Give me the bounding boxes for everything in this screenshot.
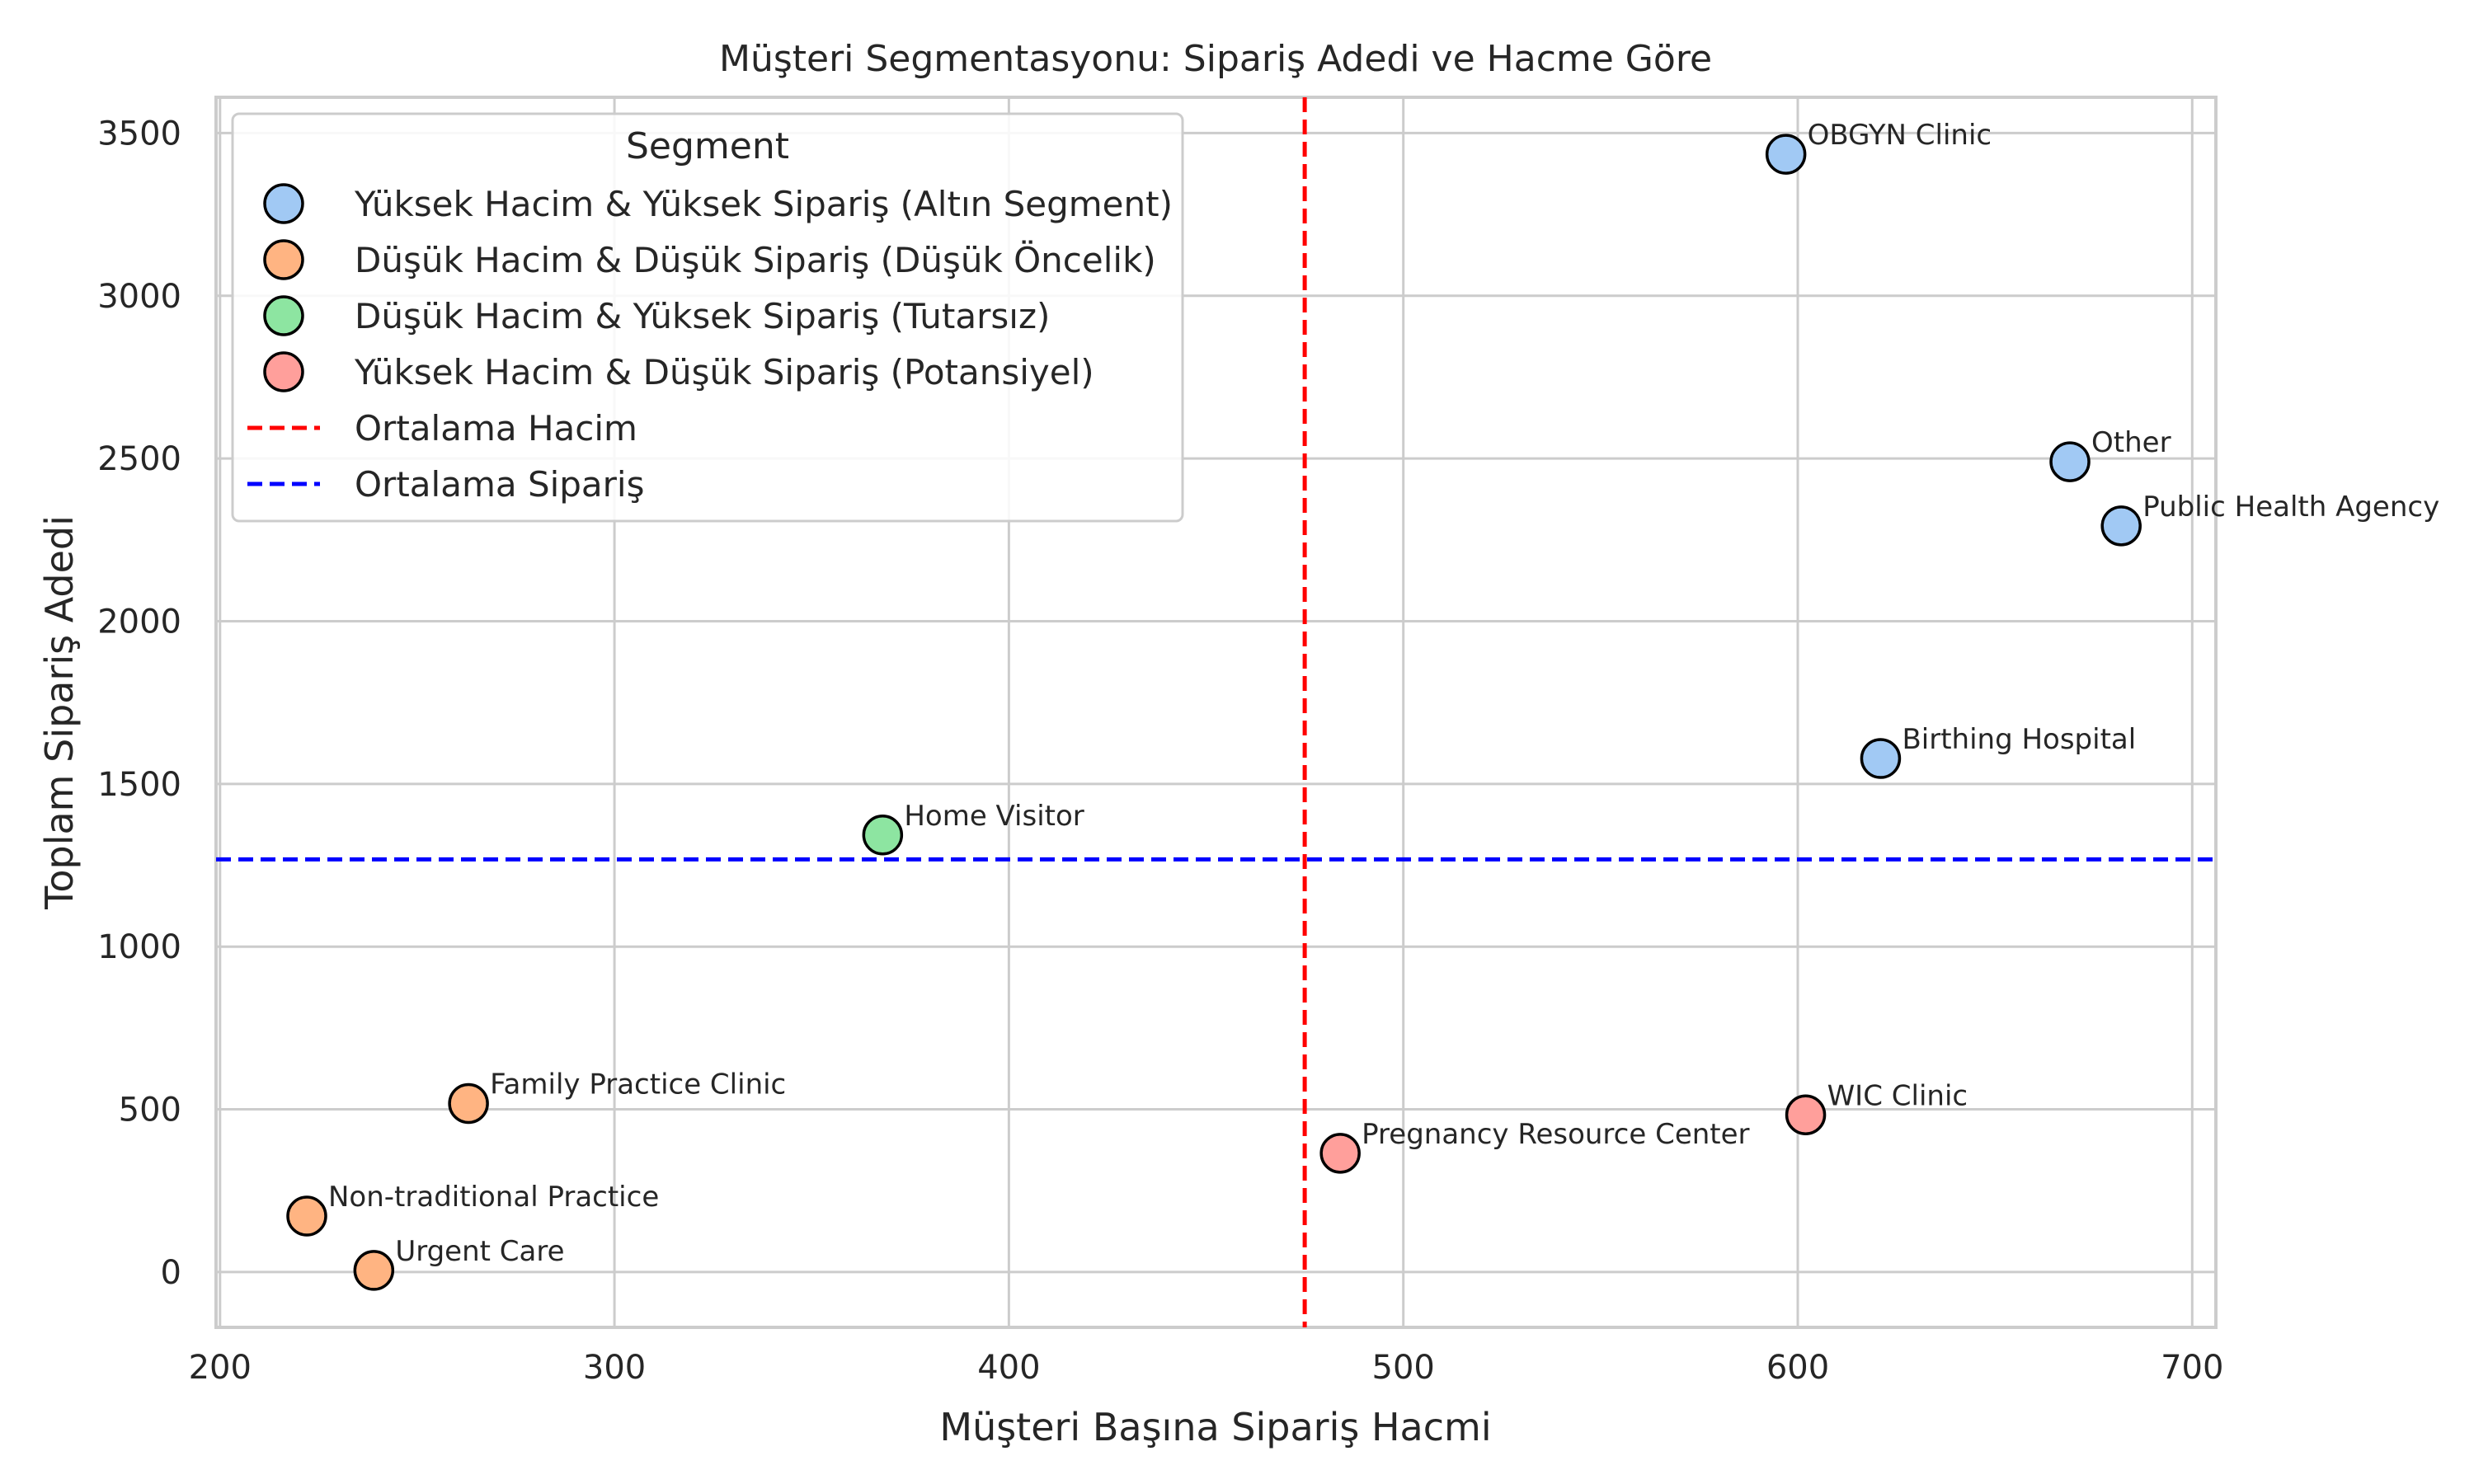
y-tick-label: 3500 (97, 115, 181, 153)
data-point-label: Family Practice Clinic (490, 1068, 786, 1101)
plot-frame (214, 96, 2218, 1329)
y-tick-label: 1500 (97, 766, 181, 804)
y-tick-label: 3000 (97, 278, 181, 316)
legend-marker (263, 183, 304, 224)
data-point-label: Birthing Hospital (1902, 723, 2136, 756)
legend-title: Segment (626, 125, 789, 167)
legend-marker (263, 239, 304, 280)
legend-box (231, 112, 1184, 523)
chart-title: Müşteri Segmentasyonu: Sipariş Adedi ve … (719, 38, 1712, 80)
data-point (286, 1195, 327, 1237)
y-tick-label: 500 (119, 1092, 181, 1129)
x-tick-label: 200 (189, 1349, 252, 1387)
data-point (2100, 505, 2142, 547)
y-tick-label: 0 (161, 1254, 181, 1292)
y-tick-label: 2000 (97, 603, 181, 641)
y-tick-label: 1000 (97, 928, 181, 966)
data-point-label: Urgent Care (395, 1235, 564, 1268)
reference-lines (216, 97, 2216, 1327)
data-point-label: WIC Clinic (1827, 1079, 1968, 1112)
data-point-label: Other (2091, 426, 2171, 459)
axis-ticks: 200 300 400 500 600 700 0 500 1000 1500 2000 2500 30… (97, 115, 2223, 1387)
data-point (1765, 134, 1807, 175)
data-point (1785, 1094, 1827, 1136)
legend-entry-label: Düşük Hacim & Yüksek Sipariş (Tutarsız) (355, 296, 1050, 336)
data-point (353, 1250, 395, 1291)
legend: Segment Yüksek Hacim & Yüksek Sipariş (Al… (231, 112, 1184, 523)
x-tick-label: 300 (583, 1349, 646, 1387)
data-point-label: Non-traditional Practice (328, 1181, 659, 1214)
legend-entry-label: Yüksek Hacim & Yüksek Sipariş (Altın Seg… (354, 184, 1173, 224)
x-tick-label: 600 (1766, 1349, 1829, 1387)
data-point (448, 1082, 489, 1125)
y-axis-label: Toplam Sipariş Adedi (37, 515, 82, 910)
x-tick-label: 700 (2161, 1349, 2223, 1387)
y-tick-label: 2500 (97, 440, 181, 478)
data-point-label: OBGYN Clinic (1808, 119, 1992, 152)
data-point-label: Pregnancy Resource Center (1362, 1118, 1749, 1151)
data-points: OBGYN Clinic Other Public Health Agency Bir… (286, 119, 2439, 1291)
legend-entry-label: Ortalama Hacim (355, 408, 637, 448)
x-tick-label: 400 (977, 1349, 1040, 1387)
legend-marker (263, 295, 304, 336)
x-axis-label: Müşteri Başına Sipariş Hacmi (939, 1405, 1491, 1449)
data-point-label: Home Visitor (904, 800, 1084, 833)
data-point (862, 815, 904, 856)
legend-entry-label: Yüksek Hacim & Düşük Sipariş (Potansiyel… (354, 352, 1094, 392)
legend-entry-label: Düşük Hacim & Düşük Sipariş (Düşük Öncel… (355, 239, 1156, 280)
data-point (1319, 1133, 1361, 1174)
legend-marker (263, 351, 304, 392)
data-point (1860, 738, 1902, 779)
data-point (2049, 441, 2091, 482)
data-point-label: Public Health Agency (2142, 491, 2439, 524)
x-tick-label: 500 (1372, 1349, 1435, 1387)
legend-entry-label: Ortalama Sipariş (355, 464, 644, 505)
